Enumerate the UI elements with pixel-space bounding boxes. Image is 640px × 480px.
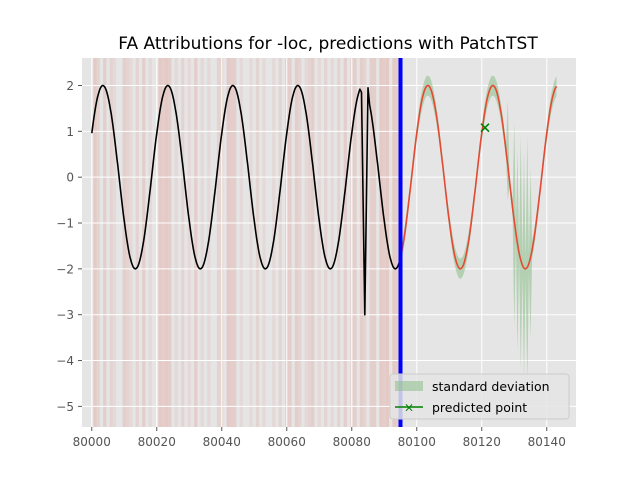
attribution-bar-21 [216,58,221,427]
attribution-bar-41 [330,58,334,427]
legend-swatch-std [395,381,423,391]
chart-title: FA Attributions for -loc, predictions wi… [118,34,538,54]
attribution-bar-7 [129,58,133,427]
attribution-bar-12 [161,58,165,427]
attribution-bar-27 [249,58,253,427]
legend-frame [389,373,570,420]
predicted-point-stroke-b [480,123,490,133]
series-layer [91,58,558,427]
attribution-bar-39 [317,58,321,427]
attribution-bar-10 [148,58,152,427]
legend-marker-predicted: × [404,401,414,415]
y-tick-label-0: 2 [66,79,74,93]
y-tick-label-7: −5 [56,400,74,414]
x-tick-label-1: 80020 [138,435,176,449]
attribution-bar-36 [304,58,308,427]
x-tick-label-2: 80040 [203,435,241,449]
attribution-bar-31 [278,58,282,427]
y-tick-label-1: 1 [66,125,74,139]
attribution-bar-18 [194,58,198,427]
attribution-bar-35 [298,58,302,427]
attribution-bar-16 [181,58,185,427]
attribution-bar-47 [363,58,367,427]
attribution-bar-11 [158,58,162,427]
x-tick-label-3: 80060 [268,435,306,449]
attribution-bar-40 [324,58,328,427]
attribution-bar-15 [174,58,178,427]
legend-label-predicted: predicted point [432,400,527,415]
predicted-point-marker [480,123,490,133]
attribution-bar-8 [135,58,139,427]
attribution-bar-24 [229,58,234,427]
std-band-layer [400,75,557,384]
attribution-bar-46 [359,58,364,427]
attribution-bar-29 [262,58,266,427]
attribution-bar-54 [395,58,399,427]
legend: standard deviation × predicted point [389,373,570,420]
std-band [400,75,557,384]
attribution-bar-43 [343,58,347,427]
attribution-bar-53 [392,58,396,427]
attribution-bar-33 [288,58,292,427]
attribution-bar-13 [164,58,169,427]
y-tick-label-6: −4 [56,354,74,368]
x-tick-label-4: 80080 [333,435,371,449]
x-tick-label-7: 80140 [528,435,566,449]
plot-area [82,58,576,427]
y-tick-label-2: 0 [66,171,74,185]
attribution-bar-48 [369,58,373,427]
attribution-bar-23 [226,58,230,427]
attribution-bar-2 [103,58,107,427]
attribution-bar-3 [109,58,113,427]
y-axis: 2 1 0 −1 −2 −3 −4 −5 [56,79,82,414]
attribution-bar-38 [311,58,315,427]
attribution-bar-26 [239,58,243,427]
attribution-bar-19 [200,58,204,427]
attribution-bar-5 [122,58,126,427]
x-tick-label-5: 80100 [398,435,436,449]
x-axis: 80000 80020 80040 80060 80080 80100 80120 80140 [73,427,566,449]
y-tick-label-5: −3 [56,308,74,322]
attribution-bar-1 [96,58,100,427]
x-tick-label-6: 80120 [463,435,501,449]
attribution-bar-34 [294,58,299,427]
attribution-bar-37 [307,58,312,427]
y-tick-label-3: −1 [56,217,74,231]
y-tick-label-4: −2 [56,262,74,276]
legend-label-std: standard deviation [432,379,550,394]
x-tick-label-0: 80000 [73,435,111,449]
attribution-bar-14 [168,58,172,427]
attribution-bar-49 [372,58,377,427]
attribution-bar-4 [112,58,117,427]
prediction-line [399,84,558,270]
attribution-bar-0 [93,58,97,427]
grid [82,58,576,427]
attribution-bar-51 [382,58,386,427]
attribution-bar-25 [233,58,237,427]
attribution-bar-17 [187,58,191,427]
attribution-bar-45 [353,58,357,427]
attribution-bar-50 [379,58,383,427]
history-line [91,84,402,316]
